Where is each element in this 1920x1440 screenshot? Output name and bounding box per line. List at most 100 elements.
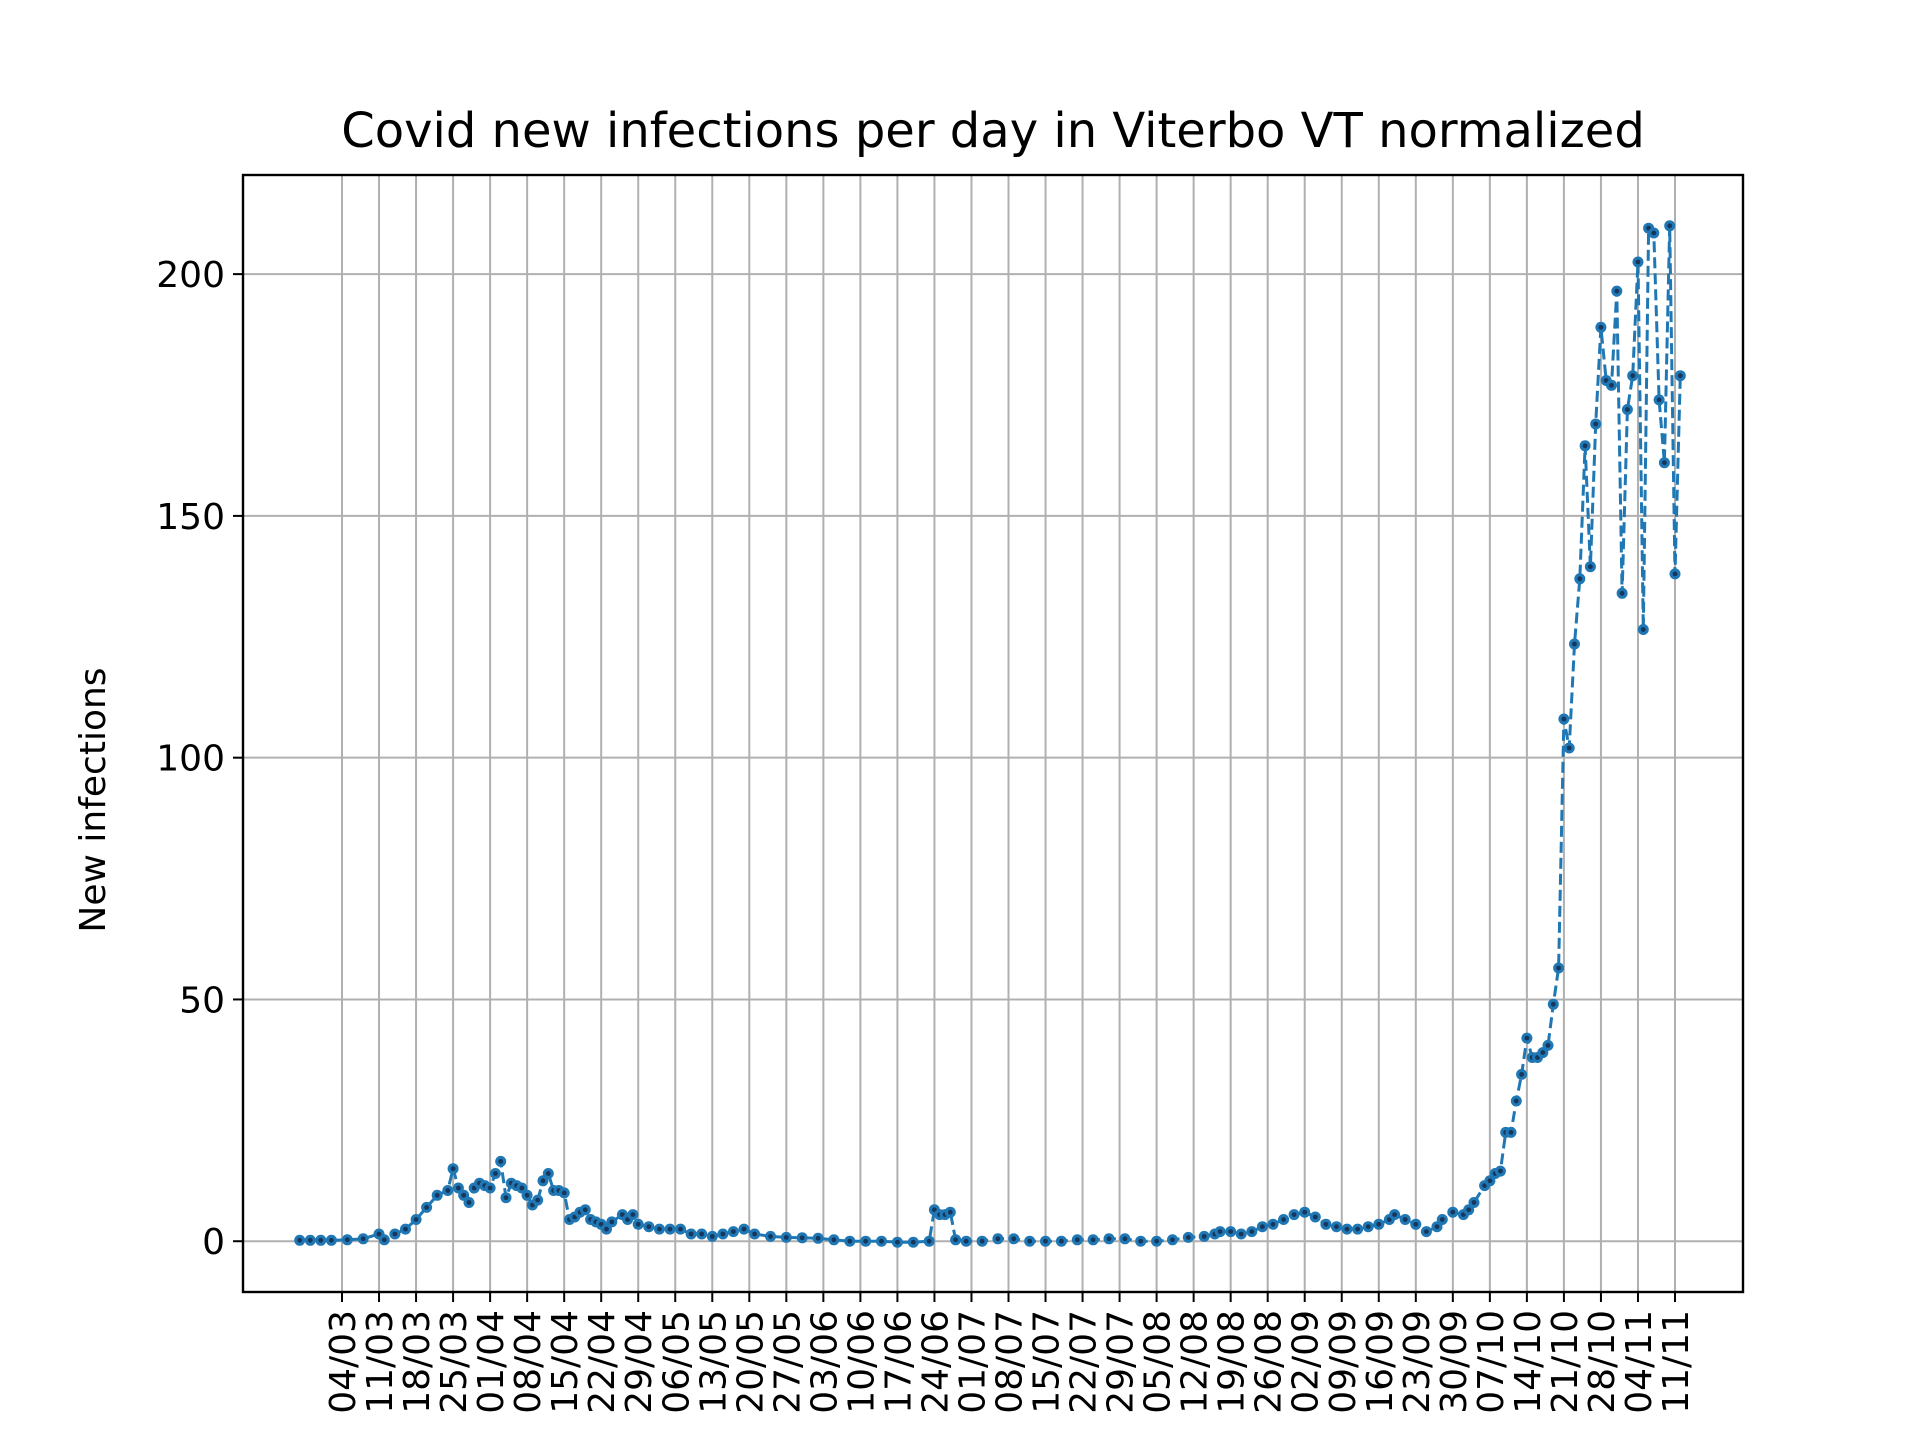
y-tick-label: 50 (179, 980, 225, 1021)
y-axis-label: New infections (73, 667, 114, 932)
data-point-center (720, 1231, 726, 1237)
data-point-center (360, 1236, 366, 1242)
data-point-center (609, 1219, 615, 1225)
data-point-center (1228, 1229, 1234, 1234)
data-point-center (847, 1238, 853, 1244)
x-tick-label: 15/07 (1027, 1310, 1068, 1414)
data-point-center (1074, 1237, 1080, 1243)
data-point-center (434, 1192, 440, 1198)
data-point-center (1439, 1217, 1445, 1222)
data-point-center (1588, 564, 1593, 570)
data-point-center (1217, 1229, 1223, 1234)
data-point-center (1498, 1168, 1503, 1174)
data-point-center (1513, 1098, 1519, 1104)
data-point-center (1582, 443, 1588, 449)
data-point-center (1545, 1043, 1551, 1048)
data-point-center (1270, 1221, 1276, 1227)
x-tick-label: 19/08 (1212, 1310, 1253, 1414)
data-point-center (1471, 1200, 1477, 1205)
x-tick-label: 08/07 (990, 1310, 1031, 1414)
data-point-center (699, 1231, 705, 1237)
x-tick-label: 23/09 (1397, 1310, 1438, 1414)
data-point-center (1635, 259, 1641, 265)
data-point-center (1323, 1221, 1329, 1227)
data-point-center (1556, 965, 1561, 971)
data-point-center (926, 1238, 932, 1244)
data-point-center (1519, 1072, 1524, 1077)
data-point-center (1662, 460, 1667, 466)
data-point-center (709, 1234, 715, 1239)
x-tick-label: 04/03 (323, 1310, 364, 1414)
x-tick-label: 12/08 (1175, 1310, 1216, 1414)
data-point-center (493, 1171, 498, 1176)
data-point-center (424, 1205, 429, 1210)
x-tick-label: 11/03 (360, 1310, 401, 1414)
x-axis-ticks: 04/0311/0318/0325/0301/0408/0415/0422/04… (323, 1292, 1697, 1414)
data-point-center (630, 1212, 636, 1217)
x-tick-label: 13/05 (693, 1310, 734, 1414)
data-point-center (688, 1231, 694, 1237)
data-point-center (413, 1217, 419, 1222)
data-point-center (1170, 1237, 1175, 1243)
data-point-center (466, 1200, 472, 1205)
data-point-center (450, 1166, 456, 1172)
data-point-center (1593, 421, 1599, 427)
x-tick-label: 01/07 (952, 1310, 993, 1414)
data-point-center (503, 1195, 509, 1201)
data-point-center (815, 1235, 821, 1241)
y-tick-label: 200 (156, 255, 225, 296)
data-point-center (1344, 1226, 1350, 1232)
data-point-center (635, 1221, 641, 1227)
data-point-center (392, 1231, 398, 1237)
x-tick-label: 29/04 (619, 1310, 660, 1414)
data-point-center (1508, 1130, 1514, 1135)
data-point-center (1334, 1224, 1339, 1230)
data-point-center (1291, 1212, 1297, 1217)
data-point-center (947, 1209, 953, 1215)
data-point-center (329, 1237, 334, 1243)
data-point-center (530, 1202, 535, 1208)
data-point-center (646, 1224, 652, 1230)
grid-lines (243, 175, 1743, 1292)
data-point-center (1572, 641, 1577, 647)
data-point-center (403, 1226, 408, 1232)
data-point-center (535, 1197, 541, 1203)
x-tick-label: 26/08 (1249, 1310, 1290, 1414)
data-point-center (1011, 1236, 1017, 1242)
chart-title: Covid new infections per day in Viterbo … (341, 103, 1645, 159)
data-point-center (1302, 1209, 1308, 1215)
data-point-center (667, 1226, 673, 1232)
data-point-center (1619, 590, 1625, 596)
data-point-center (1185, 1235, 1191, 1240)
y-tick-label: 100 (156, 739, 225, 780)
data-point-center (1651, 230, 1657, 236)
data-point-center (1392, 1212, 1397, 1217)
x-tick-label: 18/03 (397, 1310, 438, 1414)
data-point-center (456, 1185, 461, 1191)
data-point-center (498, 1159, 504, 1164)
data-point-center (1609, 382, 1614, 388)
data-point-center (1540, 1050, 1546, 1055)
data-point-center (381, 1237, 387, 1243)
data-point-center (1027, 1238, 1033, 1244)
data-point-center (863, 1238, 869, 1244)
data-point-center (461, 1192, 467, 1198)
data-point-center (953, 1237, 958, 1243)
data-point-center (1640, 627, 1646, 632)
data-point-center (1630, 373, 1636, 379)
x-tick-label: 22/07 (1064, 1310, 1105, 1414)
data-point-center (1614, 288, 1620, 294)
data-point-center (1487, 1178, 1493, 1184)
data-point-center (561, 1190, 567, 1196)
data-point-center (524, 1192, 530, 1198)
data-point-center (604, 1226, 609, 1232)
x-tick-label: 15/04 (545, 1310, 586, 1414)
data-point-center (895, 1239, 900, 1245)
data-point-center (1090, 1237, 1096, 1243)
x-tick-label: 10/06 (841, 1310, 882, 1414)
data-point-center (1122, 1236, 1128, 1242)
x-tick-label: 05/08 (1138, 1310, 1179, 1414)
x-tick-label: 06/05 (656, 1310, 697, 1414)
data-point-center (445, 1188, 451, 1193)
